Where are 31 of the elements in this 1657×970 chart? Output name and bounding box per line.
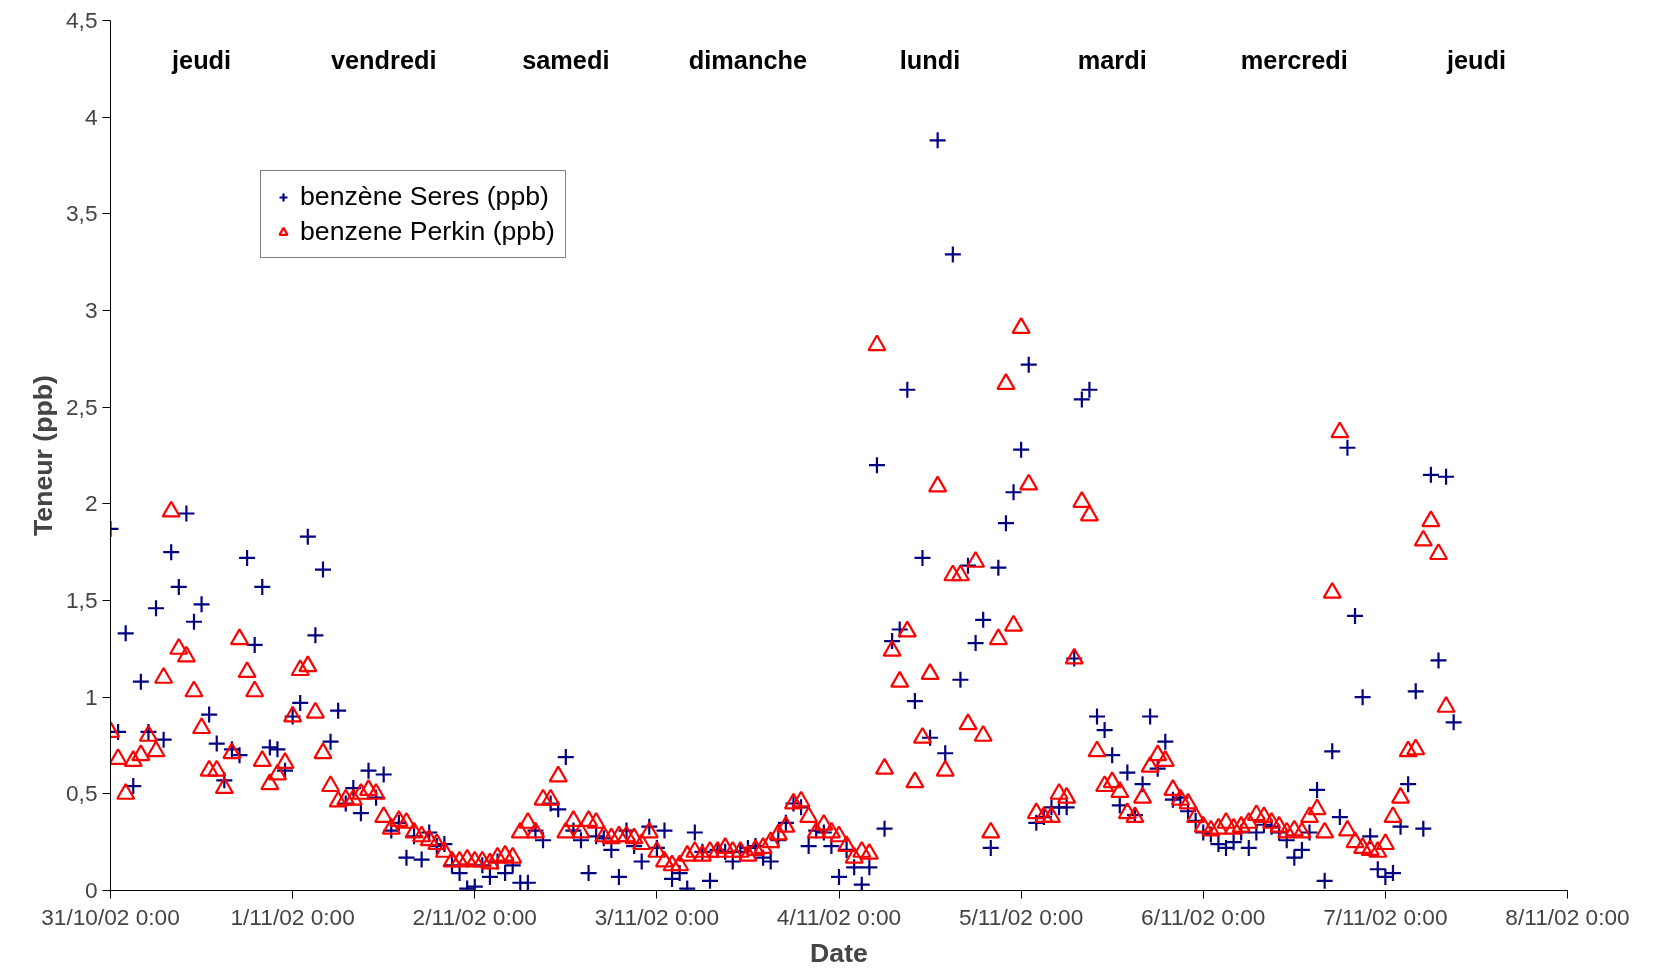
x-tick-label: 4/11/02 0:00 [776, 903, 902, 930]
y-tick-label: 0,5 [66, 780, 98, 807]
y-tick-label: 0 [84, 877, 98, 903]
annotation: dimanche [688, 45, 808, 74]
x-tick-label: 3/11/02 0:00 [594, 903, 720, 930]
x-tick-label: 2/11/02 0:00 [412, 903, 537, 930]
x-tick-label: 8/11/02 0:00 [1505, 903, 1630, 930]
y-tick-label: 1 [84, 683, 98, 710]
x-tick-label: 5/11/02 0:00 [958, 903, 1084, 930]
y-tick-label: 2 [84, 490, 98, 517]
x-axis-title: Date [810, 937, 868, 968]
y-tick-label: 1,5 [66, 587, 98, 613]
annotation: jeudi [1445, 45, 1506, 74]
annotation: jeudi [171, 45, 232, 74]
annotation: mercredi [1240, 45, 1348, 74]
y-tick-label: 4,5 [66, 7, 98, 33]
annotation: samedi [522, 45, 610, 74]
annotation: lundi [899, 45, 961, 74]
x-tick-label: 7/11/02 0:00 [1323, 903, 1448, 930]
x-tick-label: 1/11/02 0:00 [230, 903, 355, 930]
legend-label: benzène Seres (ppb) [300, 181, 549, 212]
y-tick-label: 3 [84, 297, 98, 323]
annotation: vendredi [330, 45, 437, 74]
y-tick-label: 4 [84, 103, 98, 130]
x-tick-label: 6/11/02 0:00 [1141, 903, 1266, 930]
legend-label: benzene Perkin (ppb) [300, 216, 555, 247]
y-axis-title: Teneur (ppb) [28, 375, 58, 536]
y-tick-label: 2,5 [66, 393, 98, 420]
y-tick-label: 3,5 [66, 200, 98, 227]
annotation: mardi [1077, 45, 1147, 74]
x-tick-label: 31/10/02 0:00 [41, 903, 180, 930]
